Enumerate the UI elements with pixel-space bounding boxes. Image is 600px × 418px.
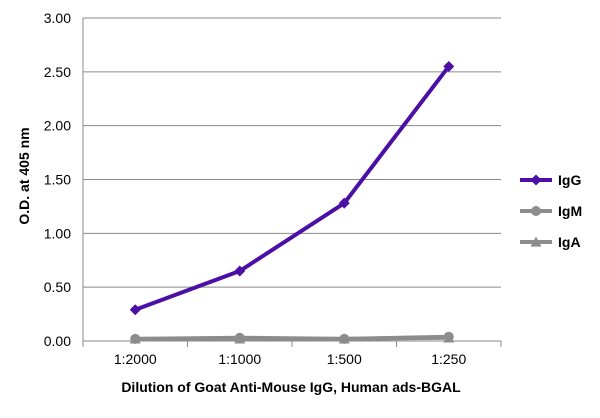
data-point — [443, 60, 455, 72]
series-igm — [130, 331, 454, 344]
y-tick-label: 1.50 — [44, 172, 71, 188]
y-tick-label: 2.50 — [44, 64, 71, 80]
y-tick-label: 0.50 — [44, 279, 71, 295]
legend-item-igg: IgG — [520, 172, 581, 188]
series-layer — [129, 60, 455, 344]
y-tick-label: 0.00 — [44, 333, 71, 349]
data-point — [443, 331, 454, 342]
x-tick-label: 1:2000 — [114, 351, 157, 367]
data-point — [338, 197, 350, 209]
legend-item-iga: IgA — [520, 234, 581, 250]
legend-label: IgA — [558, 234, 581, 250]
legend-marker — [530, 174, 542, 186]
y-axis-title: O.D. at 405 nm — [16, 127, 32, 224]
y-tick-label: 2.00 — [44, 118, 71, 134]
x-tick-label: 1:500 — [327, 351, 362, 367]
axes: 0.00 0.50 1.00 1.50 2.00 2.50 3.00 1:2000 1:1000… — [44, 10, 502, 367]
legend-marker — [531, 206, 541, 216]
data-point — [339, 333, 350, 344]
x-axis-title: Dilution of Goat Anti-Mouse IgG, Human a… — [121, 379, 461, 395]
x-tick-label: 1:1000 — [218, 351, 261, 367]
legend-marker — [530, 236, 542, 247]
series-line — [135, 334, 449, 341]
series-line — [134, 65, 451, 312]
y-tick-label: 1.00 — [44, 225, 71, 241]
x-tick-label: 1:250 — [431, 351, 466, 367]
data-point — [234, 332, 245, 343]
data-point — [129, 304, 141, 316]
legend: IgG IgM IgA — [520, 172, 582, 250]
legend-label: IgG — [558, 172, 581, 188]
y-tick-label: 3.00 — [44, 10, 71, 26]
data-point — [130, 333, 141, 344]
data-point — [234, 265, 246, 277]
legend-item-igm: IgM — [520, 203, 582, 219]
gridlines — [83, 17, 501, 288]
legend-label: IgM — [558, 203, 582, 219]
series-igg — [129, 60, 455, 316]
